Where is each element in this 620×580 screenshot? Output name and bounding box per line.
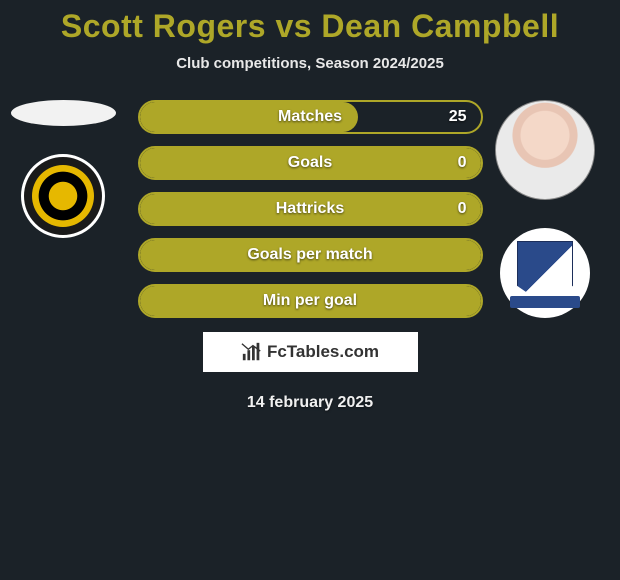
stat-bar-label: Goals per match bbox=[140, 240, 481, 270]
ribbon-icon bbox=[510, 296, 580, 308]
stat-bar-min-per-goal: Min per goal bbox=[138, 284, 483, 318]
left-player-column bbox=[8, 100, 118, 238]
right-player-column bbox=[490, 100, 600, 318]
left-player-placeholder bbox=[11, 100, 116, 126]
stat-bar-label: Goals bbox=[140, 148, 481, 178]
stat-bar-value: 25 bbox=[449, 102, 467, 132]
comparison-subtitle: Club competitions, Season 2024/2025 bbox=[0, 55, 620, 72]
right-player-photo bbox=[495, 100, 595, 200]
stat-bar-goals-per-match: Goals per match bbox=[138, 238, 483, 272]
stat-bar-hattricks: Hattricks 0 bbox=[138, 192, 483, 226]
stat-bars: Matches 25 Goals 0 Hattricks 0 Goals per… bbox=[138, 100, 483, 318]
left-club-badge bbox=[21, 154, 105, 238]
brand-box: FcTables.com bbox=[203, 332, 418, 372]
bar-chart-icon bbox=[241, 341, 263, 363]
brand-text: FcTables.com bbox=[267, 342, 379, 362]
stat-bar-value: 0 bbox=[458, 194, 467, 224]
comparison-content: Matches 25 Goals 0 Hattricks 0 Goals per… bbox=[0, 100, 620, 412]
comparison-date: 14 february 2025 bbox=[0, 394, 620, 412]
stat-bar-goals: Goals 0 bbox=[138, 146, 483, 180]
comparison-title: Scott Rogers vs Dean Campbell bbox=[0, 0, 620, 45]
stat-bar-label: Matches bbox=[140, 102, 481, 132]
stat-bar-label: Min per goal bbox=[140, 286, 481, 316]
right-club-badge bbox=[500, 228, 590, 318]
stat-bar-matches: Matches 25 bbox=[138, 100, 483, 134]
stat-bar-label: Hattricks bbox=[140, 194, 481, 224]
stat-bar-value: 0 bbox=[458, 148, 467, 178]
